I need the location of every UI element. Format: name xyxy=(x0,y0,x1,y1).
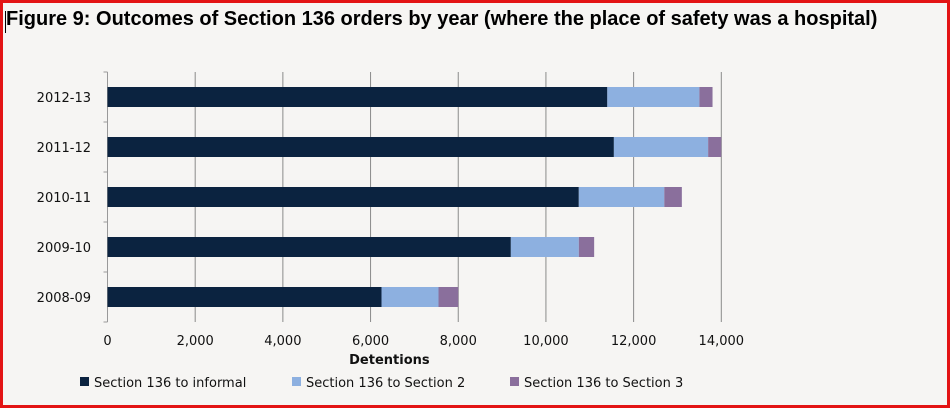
bar-2011-12-series-2 xyxy=(613,137,709,157)
y-tick-label: 2010-11 xyxy=(37,191,91,206)
bar-2008-09-series-2 xyxy=(381,287,439,307)
legend-swatch xyxy=(80,377,89,386)
bar-2008-09-series-3 xyxy=(438,287,459,307)
bar-2008-09-series-1 xyxy=(107,287,382,307)
bar-2012-13-series-3 xyxy=(699,87,713,107)
legend-label: Section 136 to informal xyxy=(94,376,246,391)
legend-swatch xyxy=(510,377,519,386)
x-tick-label: 8,000 xyxy=(440,334,477,349)
bar-2012-13-series-1 xyxy=(107,87,608,107)
legend-label: Section 136 to Section 2 xyxy=(306,376,465,391)
legend-swatch xyxy=(292,377,301,386)
bar-2010-11-series-3 xyxy=(664,187,682,207)
x-tick-label: 14,000 xyxy=(699,334,745,349)
x-tick-label: 10,000 xyxy=(523,334,569,349)
bar-2009-10-series-1 xyxy=(107,237,511,257)
x-axis-label: Detentions xyxy=(349,353,430,368)
bar-2010-11-series-2 xyxy=(578,187,665,207)
bar-2011-12-series-3 xyxy=(708,137,722,157)
x-tick-label: 6,000 xyxy=(352,334,389,349)
x-tick-label: 4,000 xyxy=(264,334,301,349)
chart-title: Figure 9: Outcomes of Section 136 orders… xyxy=(6,8,878,30)
bar-2009-10-series-3 xyxy=(578,237,595,257)
x-tick-label: 0 xyxy=(103,334,111,349)
y-tick-label: 2011-12 xyxy=(37,141,91,156)
x-tick-label: 2,000 xyxy=(177,334,214,349)
bar-2012-13-series-2 xyxy=(607,87,700,107)
y-tick-label: 2009-10 xyxy=(37,241,91,256)
y-tick-label: 2012-13 xyxy=(37,91,91,106)
bar-2010-11-series-1 xyxy=(107,187,579,207)
bar-2009-10-series-2 xyxy=(510,237,579,257)
x-tick-label: 12,000 xyxy=(611,334,657,349)
y-tick-label: 2008-09 xyxy=(37,291,91,306)
legend-label: Section 136 to Section 3 xyxy=(524,376,683,391)
bar-2011-12-series-1 xyxy=(107,137,614,157)
text-cursor xyxy=(5,11,6,33)
